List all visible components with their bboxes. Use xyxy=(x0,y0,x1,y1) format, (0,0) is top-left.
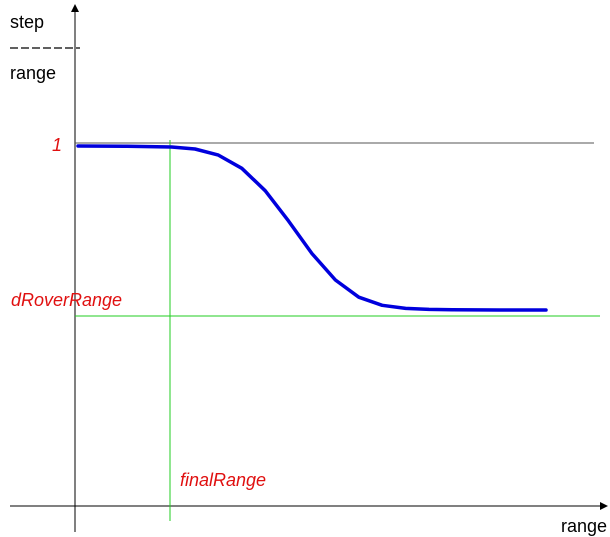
y-one-label: 1 xyxy=(52,135,62,155)
final-range-label: finalRange xyxy=(180,470,266,490)
series-curve xyxy=(76,144,548,312)
y-axis-label-top: step xyxy=(10,12,44,32)
y-axis-label-bottom: range xyxy=(10,63,56,83)
drover-range-label: dRoverRange xyxy=(11,290,122,310)
x-axis-label: range xyxy=(561,516,607,536)
